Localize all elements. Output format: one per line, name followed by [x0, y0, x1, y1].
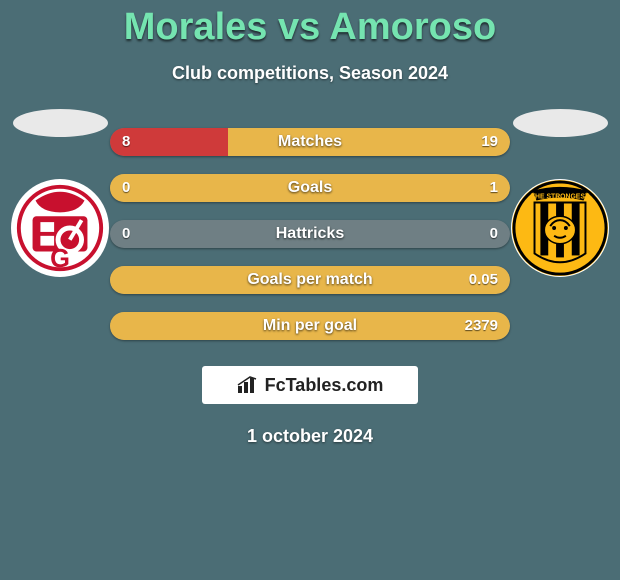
subtitle: Club competitions, Season 2024 [0, 63, 620, 84]
comparison-body: G THE STRONGEST [0, 124, 620, 340]
comparison-card: Morales vs Amoroso Club competitions, Se… [0, 0, 620, 580]
title-player-left: Morales [124, 6, 268, 48]
stat-label: Goals [110, 174, 510, 202]
brand-row: FcTables.com [0, 366, 620, 404]
player-left-column: G [0, 109, 120, 277]
club-badge-left: G [11, 179, 109, 277]
player-right-column: THE STRONGEST [500, 109, 620, 277]
chart-icon [237, 376, 259, 394]
brand-text: FcTables.com [265, 375, 384, 396]
page-title: Morales vs Amoroso [0, 0, 620, 49]
player-right-avatar-placeholder [513, 109, 608, 137]
stat-row: 01Goals [110, 174, 510, 202]
club-badge-left-icon: G [11, 179, 109, 277]
title-player-right: Amoroso [329, 6, 496, 48]
stat-label: Min per goal [110, 312, 510, 340]
svg-text:THE STRONGEST: THE STRONGEST [531, 194, 590, 201]
club-badge-right: THE STRONGEST [511, 179, 609, 277]
brand-link[interactable]: FcTables.com [202, 366, 418, 404]
club-badge-right-icon: THE STRONGEST [511, 179, 609, 277]
stat-label: Hattricks [110, 220, 510, 248]
date-text: 1 october 2024 [0, 426, 620, 447]
stat-label: Matches [110, 128, 510, 156]
stat-row: 2379Min per goal [110, 312, 510, 340]
stat-row: 00Hattricks [110, 220, 510, 248]
stat-label: Goals per match [110, 266, 510, 294]
stat-row: 819Matches [110, 128, 510, 156]
svg-text:G: G [50, 245, 70, 273]
player-left-avatar-placeholder [13, 109, 108, 137]
stats-list: 819Matches 01Goals 00Hattricks 0.05Goals pe… [110, 124, 510, 340]
stat-row: 0.05Goals per match [110, 266, 510, 294]
title-vs: vs [278, 6, 320, 48]
